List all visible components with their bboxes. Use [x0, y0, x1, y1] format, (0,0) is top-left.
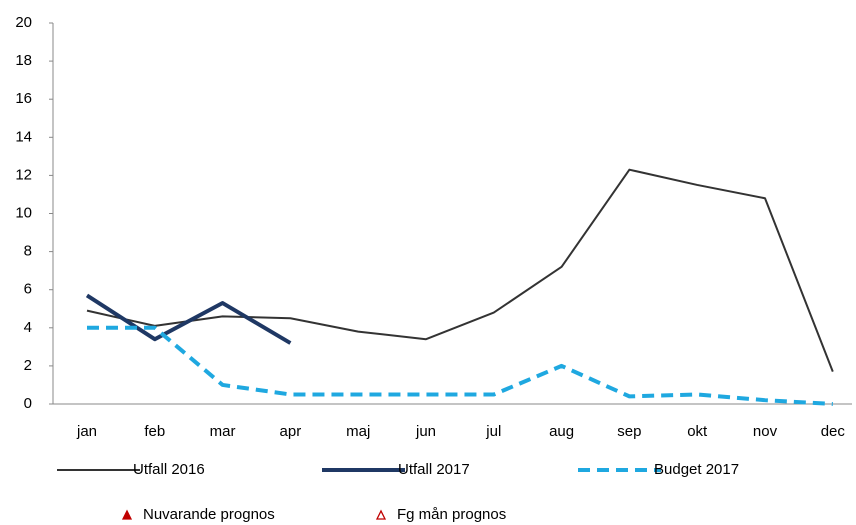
legend-label: Utfall 2017 — [398, 461, 470, 478]
y-tick-label: 4 — [24, 319, 32, 336]
x-tick-label: mar — [210, 423, 236, 440]
legend-label: Utfall 2016 — [133, 461, 205, 478]
x-tick-label: aug — [549, 423, 574, 440]
x-tick-label: jun — [415, 423, 436, 440]
x-tick-label: maj — [346, 423, 370, 440]
y-tick-label: 0 — [24, 395, 32, 412]
y-tick-label: 6 — [24, 281, 32, 298]
x-tick-label: jan — [76, 423, 97, 440]
legend-label: Budget 2017 — [654, 461, 739, 478]
y-tick-label: 16 — [15, 90, 32, 107]
y-tick-label: 18 — [15, 52, 32, 69]
legend-label: Nuvarande prognos — [143, 506, 275, 523]
x-tick-label: okt — [687, 423, 708, 440]
legend-label: Fg mån prognos — [397, 506, 506, 523]
x-tick-label: feb — [144, 423, 165, 440]
line-series — [87, 325, 833, 406]
x-tick-label: jul — [485, 423, 501, 440]
y-tick-label: 12 — [15, 166, 32, 183]
y-tick-label: 14 — [15, 128, 32, 145]
y-tick-label: 8 — [24, 243, 32, 260]
y-tick-label: 2 — [24, 357, 32, 374]
x-tick-label: sep — [617, 423, 641, 440]
line-series — [86, 168, 834, 372]
x-tick-label: nov — [753, 423, 778, 440]
x-tick-label: apr — [280, 423, 302, 440]
legend-marker — [375, 509, 387, 520]
legend-marker — [121, 509, 133, 520]
line-series — [85, 293, 292, 345]
y-tick-label: 20 — [15, 14, 32, 31]
x-tick-label: dec — [821, 423, 846, 440]
y-tick-label: 10 — [15, 204, 32, 221]
